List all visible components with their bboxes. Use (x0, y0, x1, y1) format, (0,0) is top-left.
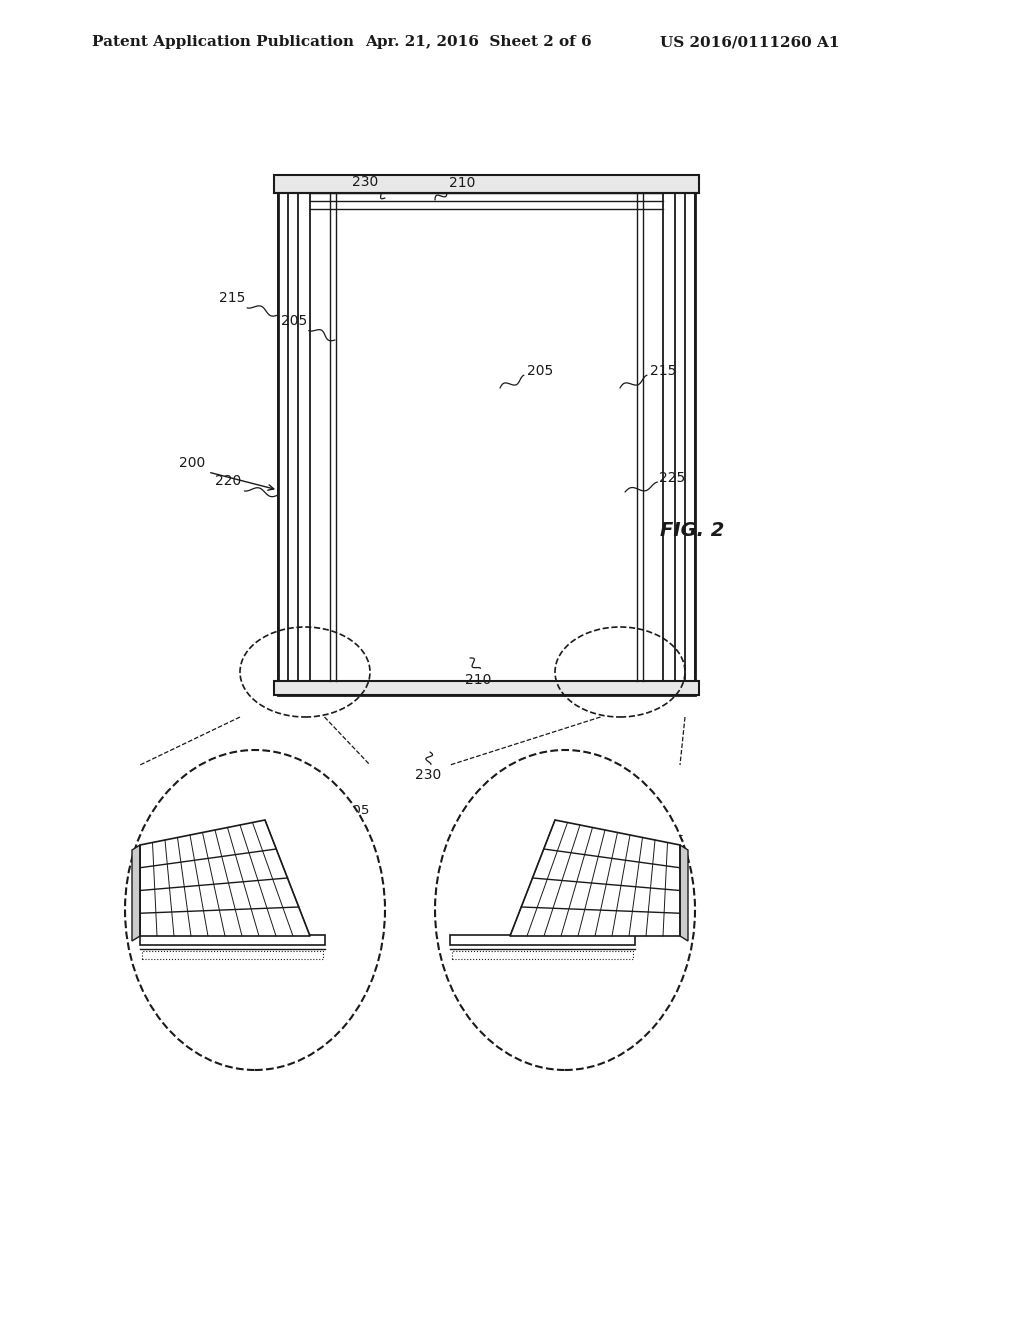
Bar (278, 176, 695, 696)
Bar (140, 935, 325, 945)
Polygon shape (132, 845, 140, 941)
Text: 215: 215 (219, 290, 245, 305)
Text: 220: 220 (151, 870, 176, 883)
Text: 230: 230 (535, 989, 560, 1002)
Text: 215: 215 (232, 807, 258, 820)
Text: FIG. 2: FIG. 2 (660, 520, 724, 540)
Bar (142, 950, 323, 960)
Bar (452, 950, 633, 960)
Text: US 2016/0111260 A1: US 2016/0111260 A1 (660, 36, 840, 49)
Text: 225: 225 (658, 471, 685, 484)
Text: 215: 215 (650, 364, 676, 378)
Text: 225: 225 (659, 833, 685, 846)
Polygon shape (510, 820, 680, 936)
Polygon shape (680, 845, 688, 941)
Bar (274, 176, 699, 193)
Text: 200: 200 (179, 455, 205, 470)
Text: 230: 230 (415, 768, 441, 781)
Text: 230: 230 (352, 176, 378, 189)
Text: 205: 205 (344, 804, 370, 817)
Polygon shape (140, 820, 310, 936)
Text: 205: 205 (281, 314, 307, 327)
Bar (274, 681, 699, 696)
Text: 230: 230 (228, 989, 254, 1002)
Bar (450, 935, 635, 945)
Text: Apr. 21, 2016  Sheet 2 of 6: Apr. 21, 2016 Sheet 2 of 6 (365, 36, 592, 49)
Ellipse shape (435, 750, 695, 1071)
Text: Patent Application Publication: Patent Application Publication (92, 36, 354, 49)
Text: 220: 220 (215, 474, 241, 488)
Ellipse shape (125, 750, 385, 1071)
Text: 205: 205 (527, 364, 553, 378)
Text: 210: 210 (449, 176, 475, 190)
Text: 205: 205 (508, 804, 534, 817)
Text: 210: 210 (465, 673, 492, 686)
